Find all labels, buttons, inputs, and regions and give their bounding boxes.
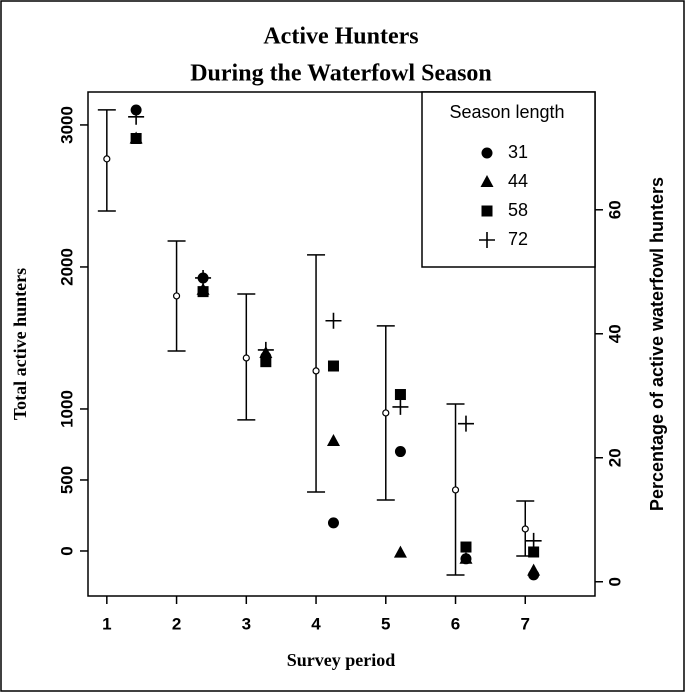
point — [197, 286, 209, 298]
y-axis-label: Total active hunters — [10, 268, 30, 420]
y-tick-label: 3000 — [57, 106, 76, 144]
point — [327, 517, 339, 529]
legend-title: Season length — [449, 102, 564, 122]
x-tick-label: 4 — [311, 614, 321, 633]
y-tick-label: 500 — [57, 466, 76, 494]
legend-marker — [481, 147, 493, 159]
legend-marker — [481, 205, 493, 217]
plot-area — [87, 91, 596, 597]
chart-title: Active Hunters — [263, 24, 418, 50]
mean-point — [312, 367, 320, 375]
y-tick-label: 0 — [57, 546, 76, 555]
mean-point — [242, 354, 250, 362]
point — [457, 415, 474, 432]
legend-box — [421, 91, 596, 268]
point — [394, 389, 406, 401]
y-tick-label: 1000 — [57, 390, 76, 428]
y-tick-label: 2000 — [57, 248, 76, 286]
x-tick-label: 5 — [381, 614, 390, 633]
point — [326, 434, 340, 447]
point — [460, 541, 472, 553]
legend-label: 31 — [508, 142, 528, 162]
y2-tick-label: 40 — [605, 324, 624, 343]
point — [527, 563, 541, 576]
y2-axis-label: Percentage of active waterfowl hunters — [647, 177, 667, 511]
mean-point — [382, 409, 390, 417]
point — [130, 132, 142, 144]
point — [528, 546, 540, 558]
y2-tick-label: 60 — [605, 200, 624, 219]
mean-point — [172, 292, 181, 300]
x-tick-label: 1 — [102, 614, 111, 633]
point — [195, 269, 212, 286]
legend-marker — [480, 175, 494, 187]
x-tick-label: 3 — [242, 614, 251, 633]
chart-subtitle: During the Waterfowl Season — [190, 61, 492, 87]
legend-label: 72 — [508, 229, 528, 249]
mean-point — [103, 155, 111, 163]
point — [394, 446, 406, 458]
point — [525, 532, 542, 549]
point — [392, 398, 409, 415]
x-tick-label: 7 — [521, 614, 530, 633]
legend-marker — [479, 232, 495, 248]
point — [327, 360, 339, 372]
y2-tick-label: 20 — [605, 448, 624, 467]
legend-label: 44 — [508, 171, 528, 191]
point — [257, 341, 274, 358]
point — [260, 356, 272, 368]
legend-label: 58 — [508, 200, 528, 220]
mean-point — [521, 525, 529, 533]
x-tick-label: 2 — [172, 614, 181, 633]
y2-tick-label: 0 — [605, 577, 624, 586]
x-tick-label: 6 — [451, 614, 460, 633]
point — [459, 551, 473, 564]
point — [325, 312, 342, 329]
point — [128, 108, 145, 125]
x-axis-label: Survey period — [287, 650, 396, 670]
mean-point — [451, 486, 460, 494]
point — [393, 545, 407, 558]
